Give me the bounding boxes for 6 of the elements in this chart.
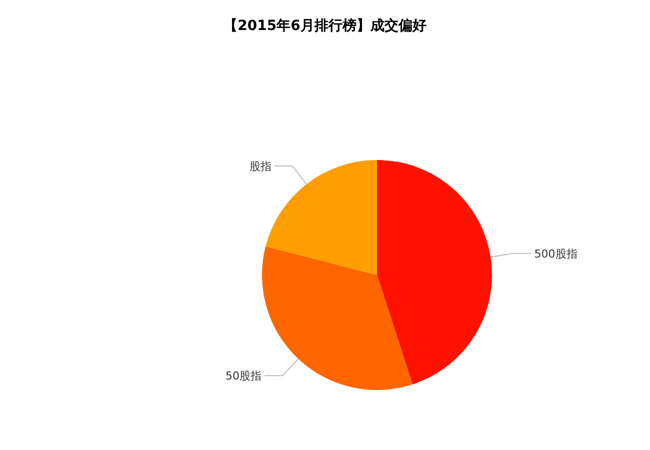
- slice-label: 500股指: [534, 247, 578, 260]
- pie-slice: [262, 246, 413, 390]
- slice-label: 股指: [249, 160, 272, 173]
- chart-title: 【2015年6月排行榜】成交偏好: [224, 17, 426, 34]
- pie-slice: [377, 160, 492, 384]
- slice-label: 50股指: [226, 369, 262, 382]
